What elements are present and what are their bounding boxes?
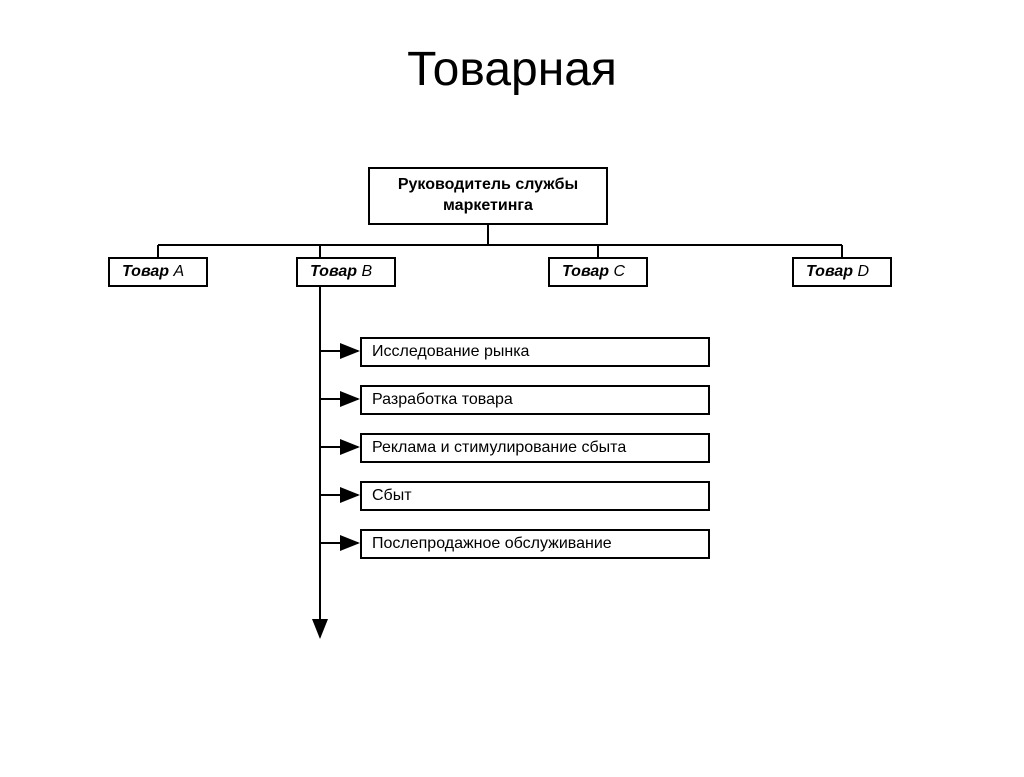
page-title: Товарная <box>0 0 1024 97</box>
child-prefix: Товар <box>562 263 614 280</box>
child-node-b: Товар B <box>296 257 396 287</box>
leaf-label: Реклама и стимулирование сбыта <box>372 439 626 456</box>
child-label: C <box>614 263 626 280</box>
leaf-node-4: Послепродажное обслуживание <box>360 529 710 559</box>
org-chart-diagram: Руководитель службы маркетинга Товар AТо… <box>0 157 1024 777</box>
root-line1: Руководитель службы <box>386 175 590 196</box>
child-label: B <box>362 263 373 280</box>
child-node-a: Товар A <box>108 257 208 287</box>
root-node: Руководитель службы маркетинга <box>368 167 608 225</box>
leaf-node-0: Исследование рынка <box>360 337 710 367</box>
child-prefix: Товар <box>122 263 174 280</box>
diagram-connectors <box>0 157 1024 777</box>
root-line2: маркетинга <box>386 196 590 217</box>
leaf-node-1: Разработка товара <box>360 385 710 415</box>
child-node-d: Товар D <box>792 257 892 287</box>
leaf-label: Исследование рынка <box>372 343 529 360</box>
leaf-node-3: Сбыт <box>360 481 710 511</box>
child-node-c: Товар C <box>548 257 648 287</box>
child-prefix: Товар <box>806 263 858 280</box>
leaf-label: Послепродажное обслуживание <box>372 535 612 552</box>
child-label: D <box>858 263 870 280</box>
leaf-label: Разработка товара <box>372 391 513 408</box>
child-label: A <box>174 263 185 280</box>
child-prefix: Товар <box>310 263 362 280</box>
leaf-label: Сбыт <box>372 487 412 504</box>
leaf-node-2: Реклама и стимулирование сбыта <box>360 433 710 463</box>
